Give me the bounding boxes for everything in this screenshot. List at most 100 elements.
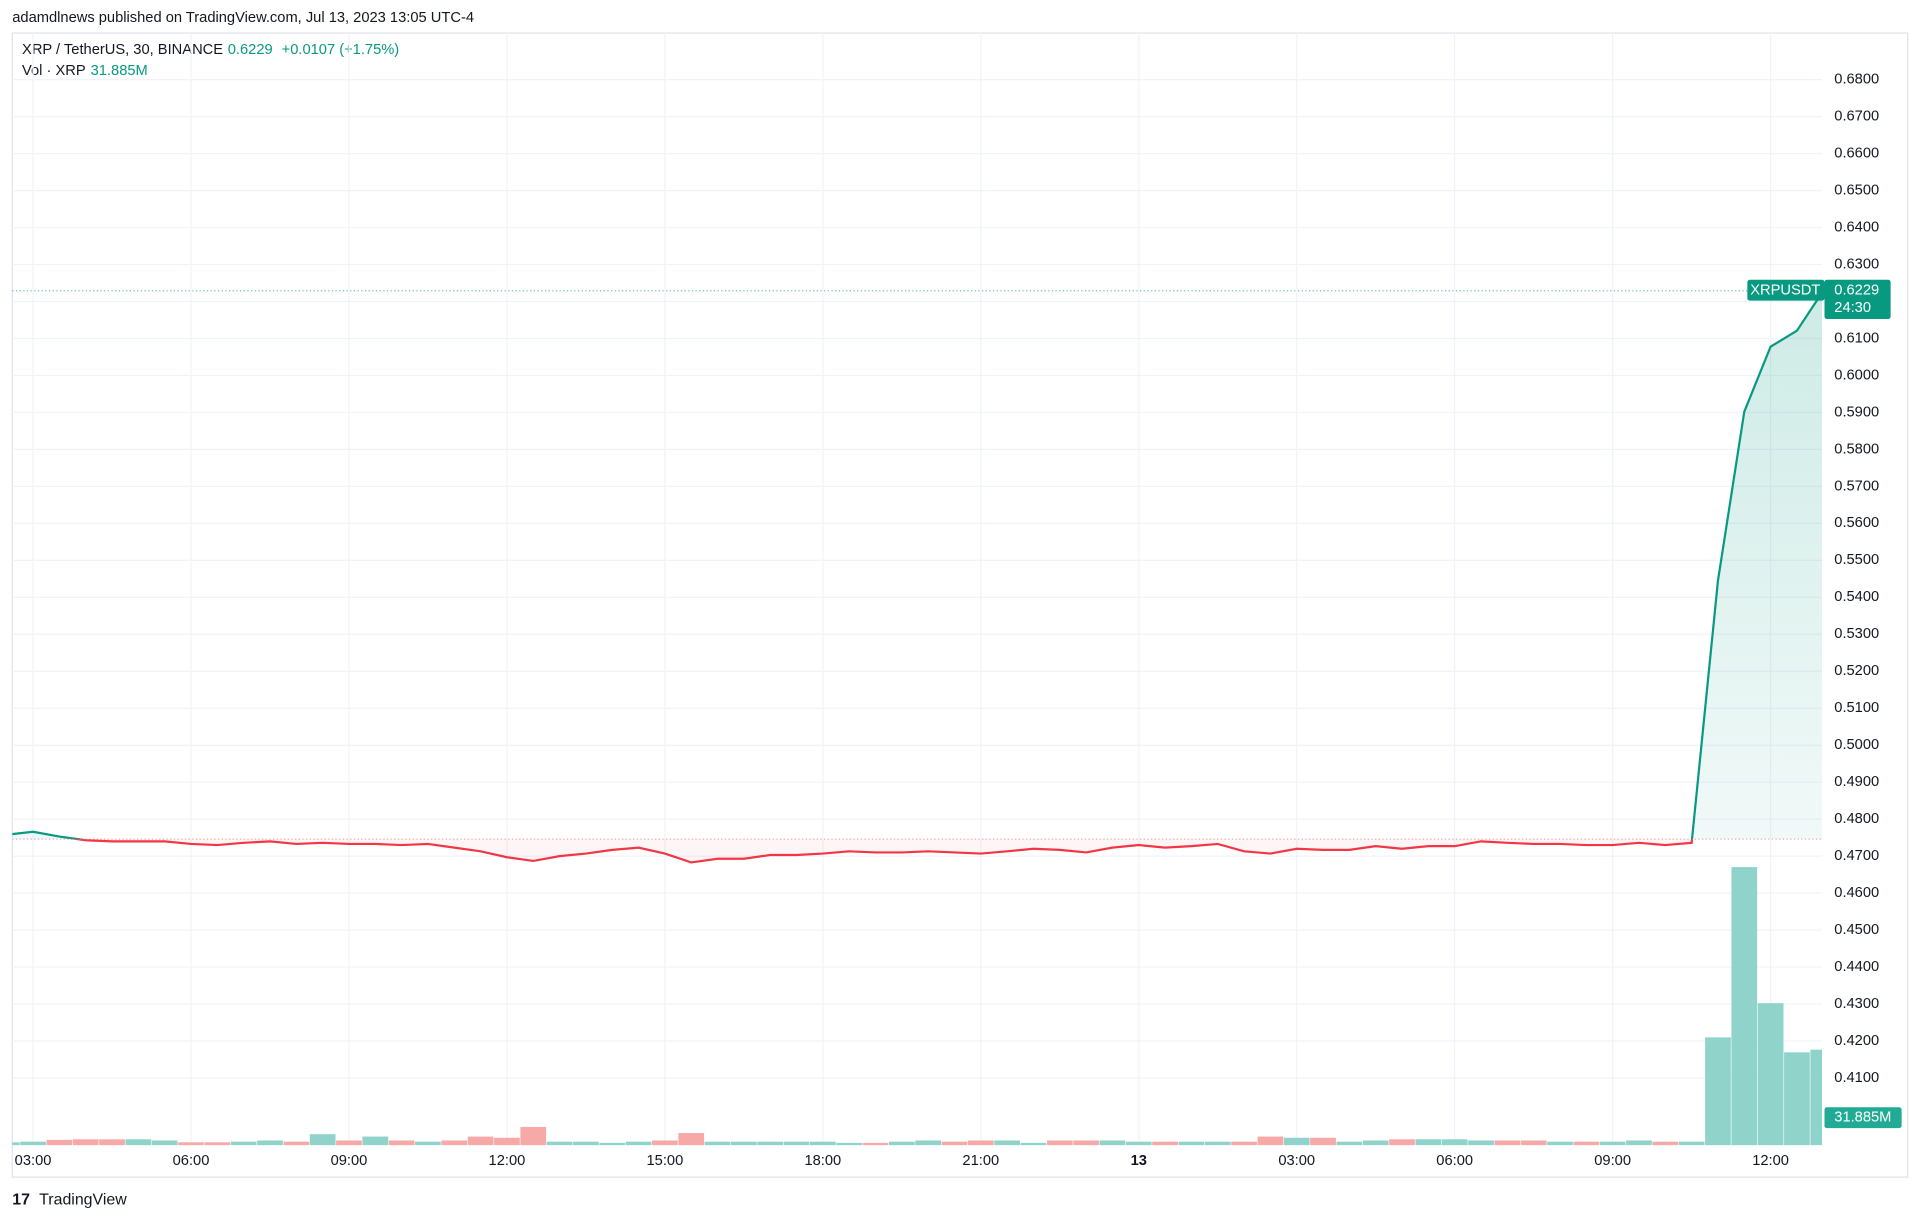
volume-bar [1441,1139,1468,1146]
volume-bar [1573,1141,1600,1146]
volume-bar [1810,1049,1823,1146]
plot-area [12,290,1823,1146]
price-tag-text: 0.6229 [1834,283,1879,299]
y-tick-label: 0.5800 [1834,441,1879,457]
volume-bar [704,1141,731,1146]
volume-bar [1204,1141,1231,1146]
volume-bar [994,1140,1020,1146]
volume-bar [1494,1140,1521,1146]
y-tick-label: 0.5200 [1834,663,1879,679]
volume-bar [1283,1137,1310,1146]
volume-last: 31.885M [91,63,148,79]
volume-bar [99,1139,125,1146]
volume-bar [1310,1137,1336,1146]
volume-bar [941,1141,968,1146]
volume-bar [1652,1141,1679,1146]
y-tick-label: 0.4300 [1834,996,1879,1012]
x-tick-label: 03:00 [15,1153,52,1169]
line-down [69,839,1694,864]
volume-bar [1468,1140,1494,1146]
volume-bar [888,1141,915,1146]
volume-bar [967,1140,994,1146]
y-tick-label: 0.6800 [1834,72,1879,88]
volume-bar [1731,867,1758,1146]
countdown: 24:30 [1834,300,1871,316]
volume-bar [388,1140,415,1146]
chart-frame [11,32,1909,1178]
y-tick-label: 0.5900 [1834,404,1879,420]
volume-bar [1231,1141,1257,1146]
volume-bar [1046,1140,1073,1146]
y-tick-label: 0.4200 [1834,1033,1879,1049]
volume-bar [1125,1141,1152,1146]
x-tick-label: 09:00 [1594,1153,1631,1169]
volume-bar [1547,1141,1573,1146]
volume-bar [1599,1141,1626,1146]
y-tick-label: 0.4900 [1834,774,1879,790]
volume-bar [467,1136,494,1146]
price-tag [1824,279,1891,319]
volume-bar [678,1132,705,1146]
symbol-tag [1747,279,1825,301]
volume-bar [836,1142,863,1146]
x-tick-label: 13 [1131,1153,1147,1169]
volume-bar [12,1142,20,1146]
volume-bar [1415,1139,1442,1146]
line-up [12,290,1823,840]
x-tick-label: 06:00 [173,1153,210,1169]
y-tick-label: 0.6700 [1834,109,1879,125]
volume-bar [1784,1052,1810,1146]
y-tick-label: 0.6100 [1834,330,1879,346]
volume-bar [599,1142,626,1146]
y-tick-label: 0.4600 [1834,885,1879,901]
volume-bar [72,1139,99,1146]
volume-bar [1099,1140,1126,1146]
volume-bar [283,1141,310,1146]
volume-bar [573,1141,599,1146]
volume-bar [336,1140,362,1146]
volume-bar [1178,1141,1205,1146]
volume-bar [810,1141,836,1146]
change: +0.0107 (+1.75%) [282,42,400,58]
y-tick-label: 0.5400 [1834,589,1879,605]
volume-name: Vol · XRP [22,63,86,79]
volume-bar [415,1141,441,1146]
volume-bar [1626,1140,1652,1146]
volume-bar [230,1141,257,1146]
volume-bar [178,1142,204,1146]
x-tick-label: 09:00 [331,1153,368,1169]
volume-bar [1152,1141,1178,1146]
publisher: adamdlnews published on TradingView.com,… [12,10,474,26]
volume-bar [1389,1139,1415,1146]
volume-bar [362,1136,389,1146]
volume-tag [1824,1107,1902,1129]
volume-bar [1520,1140,1547,1146]
area-up [12,292,1823,840]
volume-bar [1257,1136,1284,1146]
y-tick-label: 0.4400 [1834,959,1879,975]
volume-bar [441,1140,468,1146]
volume-bar [20,1141,46,1146]
symbol-tag-text: XRPUSDT [1750,283,1820,299]
volume-bar [1020,1142,1047,1146]
volume-bar [731,1141,757,1146]
volume-bar [309,1134,336,1146]
volume-bar [625,1141,652,1146]
volume-bar [1757,1003,1784,1146]
y-tick-label: 0.6500 [1834,182,1879,198]
volume-bar [1336,1141,1363,1146]
y-tick-label: 0.4800 [1834,811,1879,827]
y-tick-label: 0.4500 [1834,922,1879,938]
volume-bar [1073,1140,1099,1146]
volume-bar [652,1140,678,1146]
x-tick-label: 21:00 [962,1153,999,1169]
y-tick-label: 0.5100 [1834,700,1879,716]
y-tick-label: 0.5600 [1834,515,1879,531]
volume-bar [125,1139,152,1146]
footer: TradingView [39,1192,127,1209]
y-tick-label: 0.5500 [1834,552,1879,568]
y-tick-label: 0.6300 [1834,256,1879,272]
volume-tag-text: 31.885M [1834,1110,1891,1126]
x-tick-label: 12:00 [489,1153,526,1169]
volume-bar [520,1126,547,1146]
